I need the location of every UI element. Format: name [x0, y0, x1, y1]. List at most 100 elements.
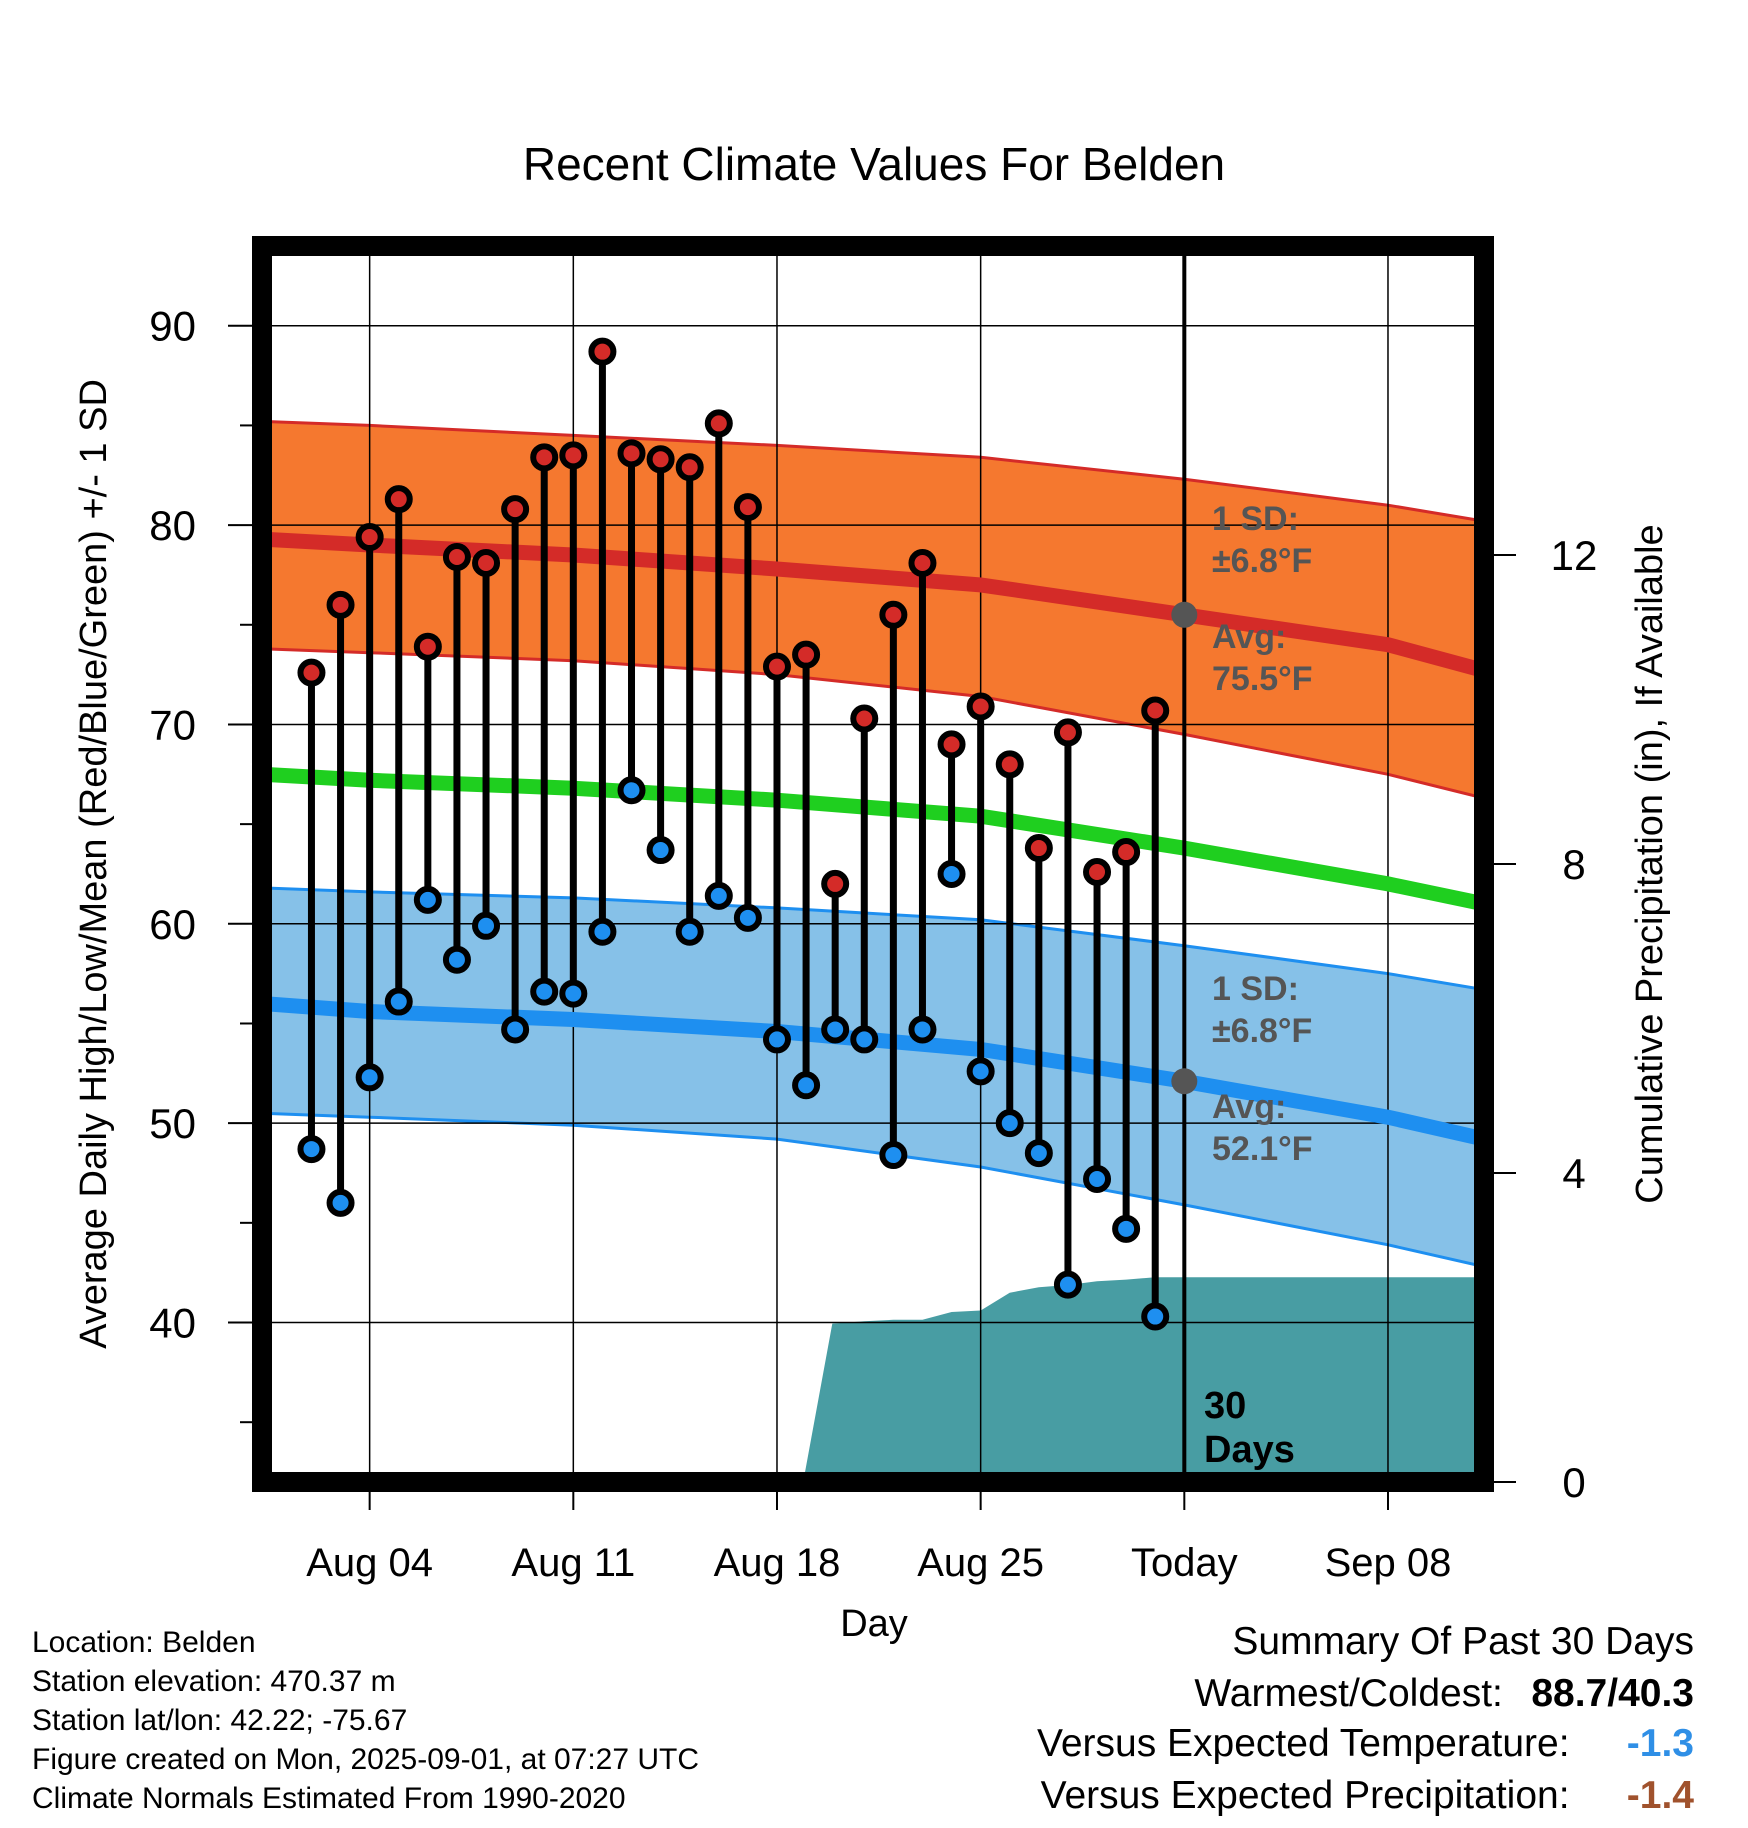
low-avg-value: 52.1°F	[1212, 1130, 1313, 1168]
high-avg-value: 75.5°F	[1212, 660, 1313, 698]
low-point	[908, 1015, 937, 1044]
low-point	[792, 1071, 821, 1100]
low-point	[704, 881, 733, 910]
low-point	[326, 1188, 355, 1217]
high-point	[966, 692, 995, 721]
low-point	[995, 1109, 1024, 1138]
low-point	[501, 1015, 530, 1044]
low-point	[821, 1015, 850, 1044]
high-point	[646, 445, 675, 474]
high-point	[326, 590, 355, 619]
low-band-lower-edge	[262, 1111, 1484, 1269]
high-point	[762, 652, 791, 681]
low-point	[646, 836, 675, 865]
y2-tick-label: 4	[1562, 1150, 1585, 1197]
low-point	[297, 1135, 326, 1164]
summary-precip-row: Versus Expected Precipitation: -1.4	[1041, 1774, 1694, 1818]
x-tick-label: Sep 08	[1325, 1541, 1452, 1585]
high-avg-label: Avg:	[1212, 618, 1286, 656]
high-sd-band	[262, 421, 1484, 799]
low-sd-value: ±6.8°F	[1212, 1012, 1312, 1050]
high-point	[675, 453, 704, 482]
high-point	[530, 443, 559, 472]
high-point	[1112, 838, 1141, 867]
low-point	[413, 885, 442, 914]
chart-title: Recent Climate Values For Belden	[523, 138, 1225, 190]
high-point	[1024, 834, 1053, 863]
low-point	[472, 911, 501, 940]
summary-warmest-row: Warmest/Coldest: 88.7/40.3	[1194, 1672, 1694, 1716]
x-tick-label: Aug 11	[511, 1541, 635, 1585]
low-avg-label: Avg:	[1212, 1088, 1286, 1126]
low-point	[879, 1141, 908, 1170]
high-sd-label: 1 SD:	[1212, 500, 1299, 538]
low-point	[675, 917, 704, 946]
low-point	[1141, 1302, 1170, 1331]
y2-tick-label: 8	[1562, 841, 1585, 888]
mean-normal-line	[262, 766, 1484, 912]
high-point	[908, 548, 937, 577]
low-point	[442, 945, 471, 974]
high-band-lower-edge	[262, 647, 1484, 800]
x-tick-label: Aug 25	[917, 1541, 1044, 1585]
station-info: Location: Belden Station elevation: 470.…	[32, 1623, 699, 1818]
warmest-coldest-label: Warmest/Coldest:	[1194, 1672, 1503, 1715]
y-tick-label: 90	[149, 303, 196, 350]
high-point	[733, 493, 762, 522]
low-point	[1112, 1214, 1141, 1243]
precipitation-area	[282, 1277, 1484, 1482]
created-text: Figure created on Mon, 2025-09-01, at 07…	[32, 1743, 700, 1776]
low-point	[1024, 1139, 1053, 1168]
warmest-coldest-value: 88.7/40.3	[1531, 1672, 1694, 1715]
high-point	[879, 600, 908, 629]
high-point	[413, 632, 442, 661]
low-sd-label: 1 SD:	[1212, 970, 1299, 1008]
precip-vs-expected-label: Versus Expected Precipitation:	[1040, 1774, 1570, 1817]
x-tick-label: Today	[1131, 1541, 1238, 1585]
low-point	[588, 917, 617, 946]
temp-vs-expected-value: -1.3	[1626, 1722, 1694, 1765]
y-tick-label: 60	[149, 901, 196, 948]
high-point	[792, 640, 821, 669]
y2-axis-title: Cumulative Precipitation (in), If Availa…	[1629, 524, 1671, 1203]
low-point	[1083, 1164, 1112, 1193]
y-tick-label: 80	[149, 502, 196, 549]
high-point	[850, 704, 879, 733]
y-tick-label: 70	[149, 701, 196, 748]
y-tick-label: 40	[149, 1300, 196, 1347]
summary-temp-row: Versus Expected Temperature: -1.3	[1037, 1722, 1694, 1766]
y2-tick-label: 12	[1551, 532, 1598, 579]
axis-labels: 40 50 60 70 80 90 0 4 8 12 Aug 04 Aug 11 Aug 18 Aug 2…	[149, 303, 1597, 1585]
low-point	[384, 987, 413, 1016]
x-tick-label: Aug 04	[306, 1541, 433, 1585]
high-point	[472, 548, 501, 577]
plot-area	[262, 246, 1484, 1482]
high-point	[995, 750, 1024, 779]
low-point	[617, 776, 646, 805]
days-word: Days	[1204, 1429, 1295, 1471]
low-point	[850, 1025, 879, 1054]
high-point	[442, 542, 471, 571]
high-band-upper-edge	[262, 419, 1484, 523]
y-axis-title: Average Daily High/Low/Mean (Red/Blue/Gr…	[73, 379, 115, 1349]
elevation-text: Station elevation: 470.37 m	[32, 1665, 396, 1698]
high-point	[588, 337, 617, 366]
y2-tick-label: 0	[1562, 1459, 1585, 1506]
low-point	[966, 1057, 995, 1086]
low-point	[530, 977, 559, 1006]
high-point	[1141, 696, 1170, 725]
x-tick-label: Aug 18	[714, 1541, 841, 1585]
high-point	[501, 495, 530, 524]
high-point	[559, 441, 588, 470]
today-high-avg-marker	[1171, 601, 1198, 628]
low-point	[937, 859, 966, 888]
high-point	[297, 658, 326, 687]
temp-vs-expected-label: Versus Expected Temperature:	[1036, 1722, 1570, 1765]
location-text: Location: Belden	[32, 1626, 256, 1659]
low-band-upper-edge	[262, 886, 1484, 992]
high-point	[617, 439, 646, 468]
low-point	[733, 903, 762, 932]
axis-ticks	[228, 324, 1516, 1510]
high-normal-line	[262, 531, 1484, 678]
